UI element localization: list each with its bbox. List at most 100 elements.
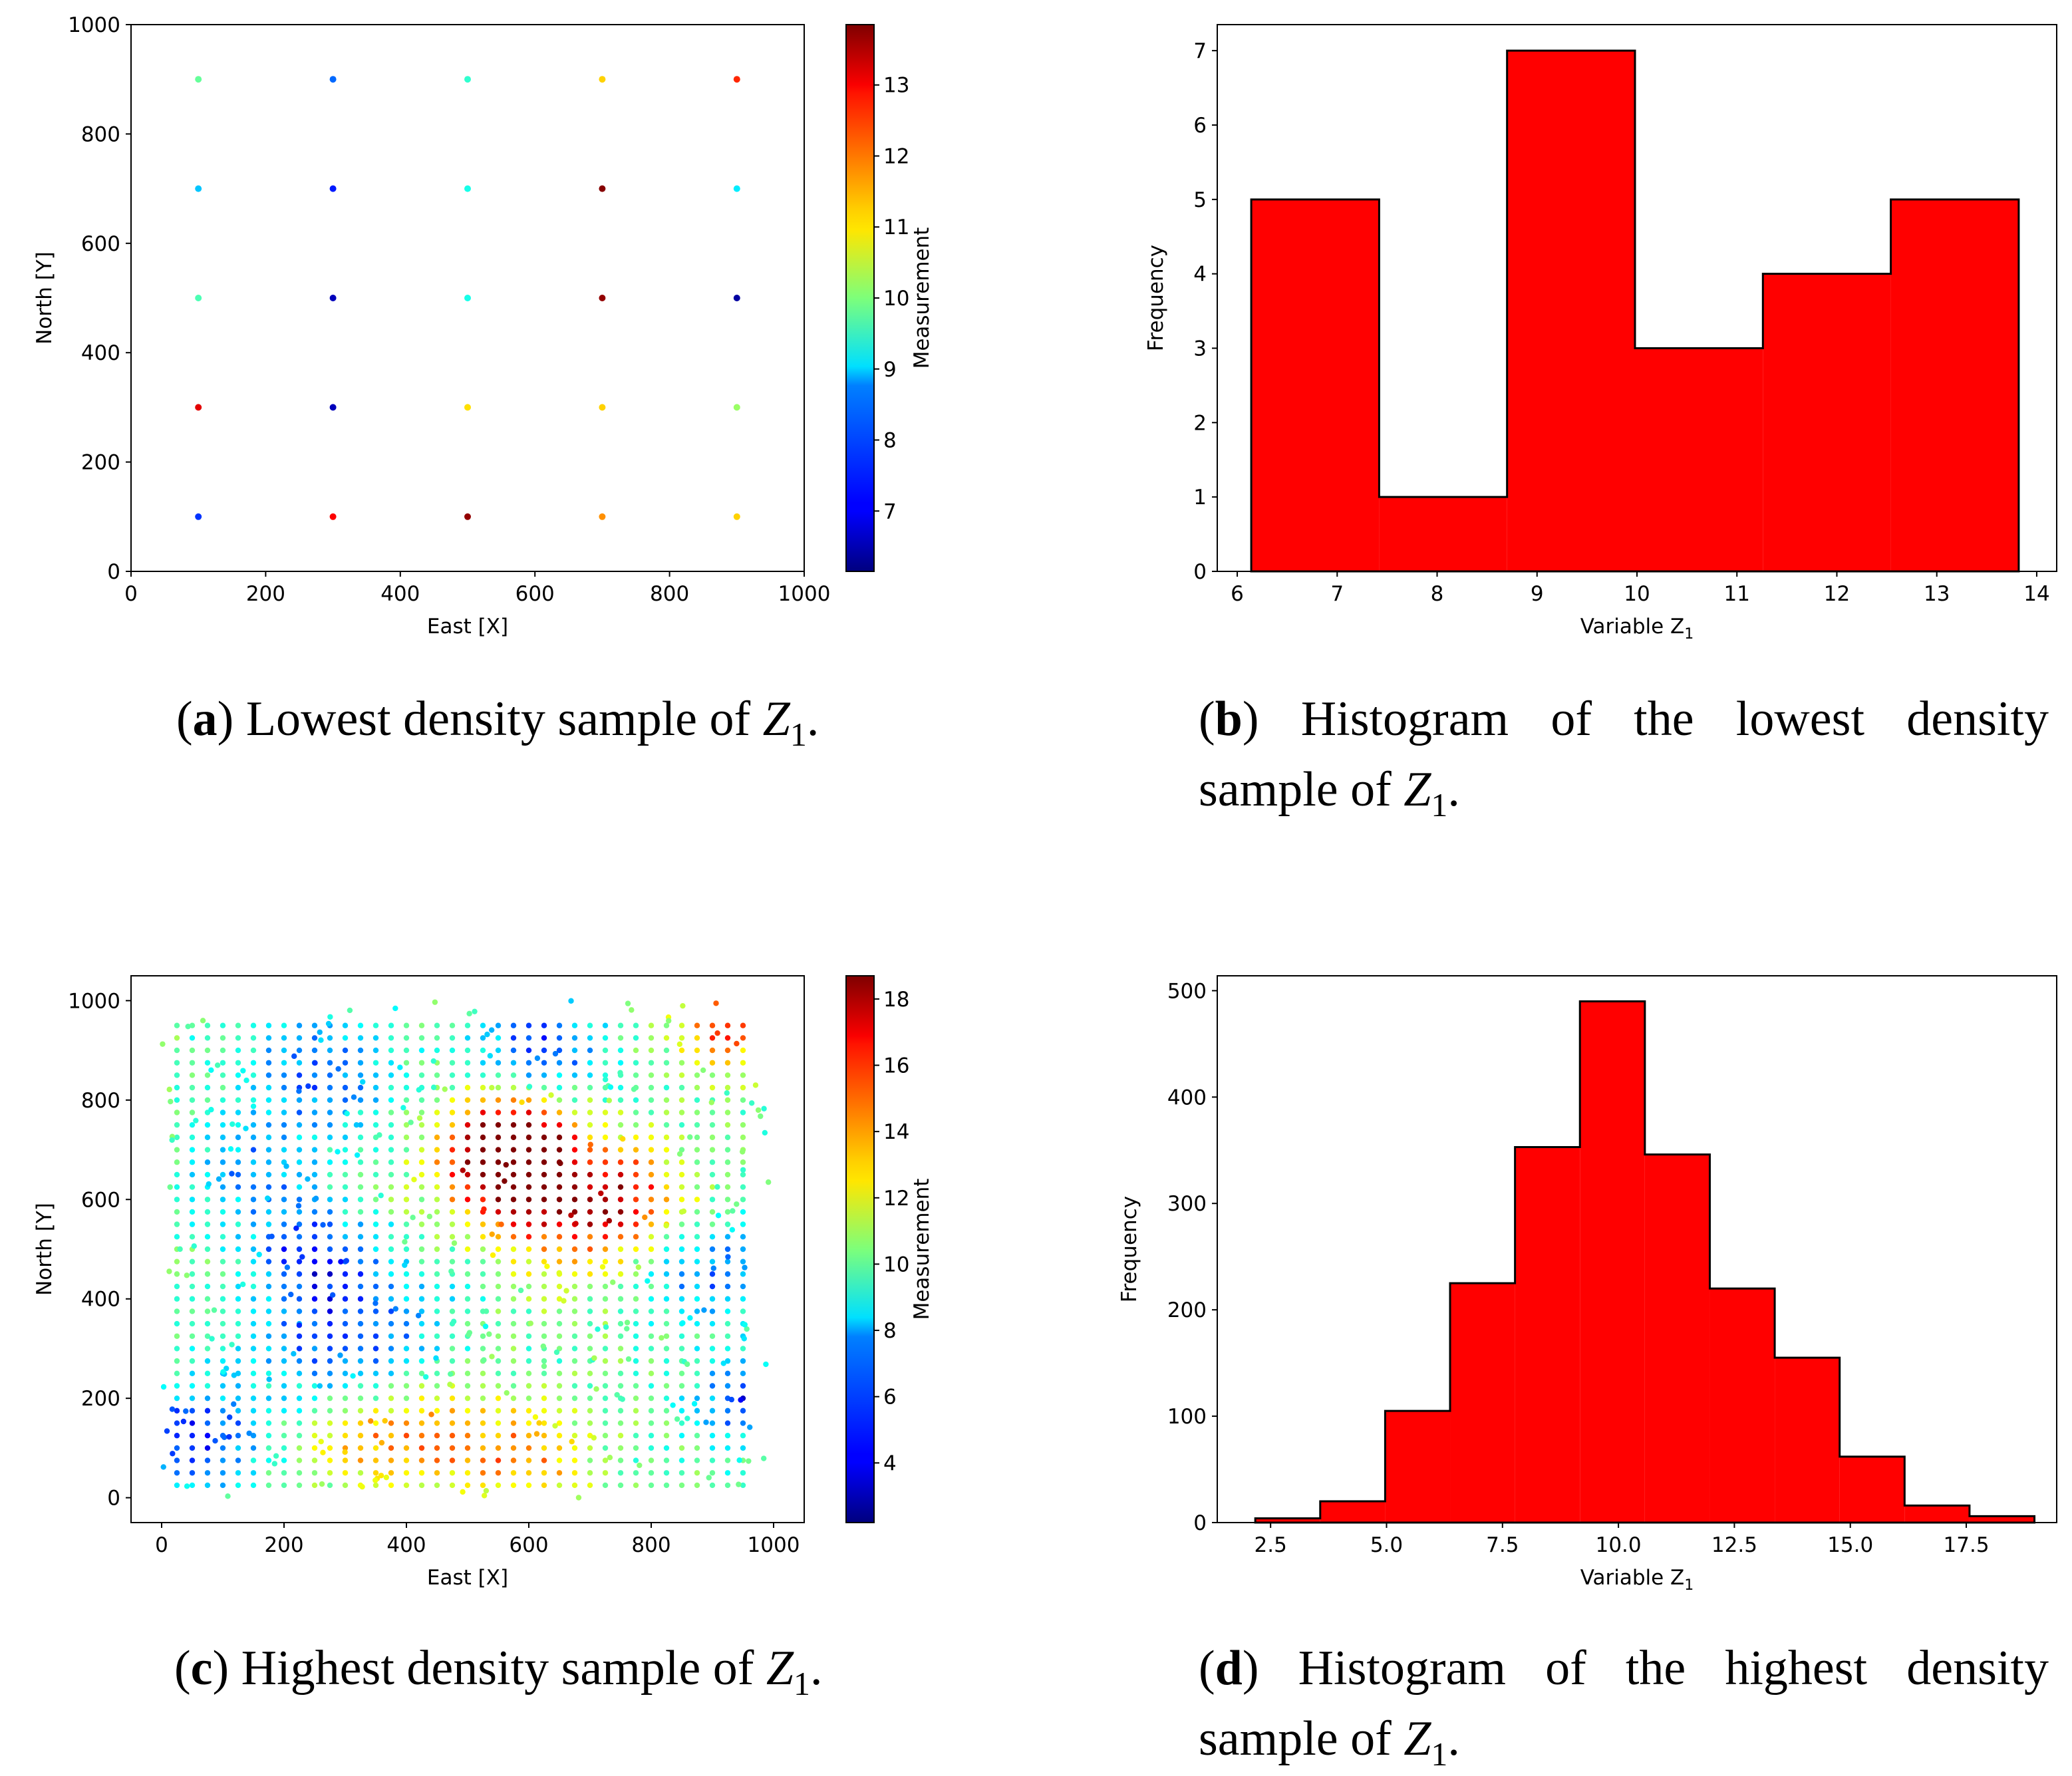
data-point — [709, 1308, 716, 1314]
data-point — [372, 1147, 379, 1153]
data-point — [724, 1346, 731, 1352]
data-point — [736, 1481, 742, 1487]
data-point — [449, 1407, 456, 1414]
data-point — [663, 1147, 670, 1153]
data-point — [587, 1084, 593, 1091]
x-tick-label: 9 — [1531, 582, 1544, 606]
data-point — [195, 76, 202, 83]
data-point — [265, 1258, 272, 1264]
data-point — [204, 1258, 211, 1264]
data-point — [633, 1221, 639, 1227]
data-point — [295, 1203, 302, 1209]
data-point — [606, 1098, 613, 1104]
data-point — [434, 1246, 440, 1253]
data-point — [510, 1308, 517, 1314]
data-point — [633, 1457, 639, 1463]
data-point — [495, 1171, 502, 1178]
caption-d-text2: sample of — [1199, 1711, 1404, 1766]
data-point — [541, 1320, 547, 1327]
y-axis-label: North [Y] — [33, 251, 57, 345]
data-point — [220, 1271, 226, 1277]
colorbar-tick-label: 6 — [883, 1386, 897, 1409]
data-point — [464, 1320, 471, 1327]
x-tick-label: 14 — [2023, 582, 2049, 606]
data-point — [327, 1320, 333, 1327]
data-point — [747, 1424, 753, 1430]
data-point — [495, 1482, 502, 1489]
data-point — [235, 1197, 241, 1203]
data-point — [342, 1159, 349, 1165]
histogram-bar — [1634, 348, 1763, 571]
histogram-bar — [1515, 1147, 1580, 1523]
data-point — [556, 1171, 563, 1178]
data-point — [629, 1007, 635, 1013]
data-point — [357, 1433, 364, 1439]
data-point — [183, 1408, 189, 1414]
y-tick-label: 1000 — [68, 13, 120, 37]
data-point — [265, 1308, 272, 1314]
data-point — [541, 1445, 547, 1451]
data-point — [694, 1060, 700, 1066]
data-point — [480, 1445, 486, 1451]
data-point — [480, 1022, 486, 1028]
data-point — [541, 1296, 547, 1302]
data-point — [510, 1407, 517, 1414]
data-point — [602, 1395, 609, 1402]
data-point — [449, 1445, 456, 1451]
data-point — [556, 1470, 563, 1476]
data-point — [495, 1308, 502, 1314]
data-point — [418, 1470, 425, 1476]
data-point — [220, 1395, 226, 1402]
y-tick-label: 500 — [1167, 979, 1207, 1003]
data-point — [372, 1457, 379, 1463]
data-point — [220, 1147, 226, 1153]
data-point — [403, 1445, 410, 1451]
data-point — [388, 1147, 394, 1153]
data-point — [448, 1268, 454, 1274]
data-point — [724, 1121, 731, 1128]
data-point — [281, 1246, 287, 1253]
data-point — [510, 1258, 517, 1264]
data-point — [204, 1209, 211, 1215]
data-point — [296, 1322, 303, 1328]
data-point — [296, 1482, 303, 1489]
data-point — [434, 1470, 440, 1476]
caption-a-text: Lowest density sample of — [245, 692, 763, 746]
data-point — [648, 1209, 655, 1215]
data-point — [541, 1363, 547, 1370]
x-axis-label: Variable Z1 — [1580, 1566, 1694, 1594]
data-point — [403, 1159, 410, 1165]
data-point — [208, 1067, 214, 1074]
data-point — [327, 1221, 333, 1227]
data-point — [403, 1482, 410, 1489]
data-point — [418, 1258, 425, 1264]
data-point — [602, 1308, 609, 1314]
data-point — [617, 1383, 624, 1389]
data-point — [648, 1333, 655, 1339]
data-point — [327, 1271, 333, 1277]
data-point — [250, 1103, 257, 1110]
data-point — [464, 1420, 471, 1426]
data-point — [204, 1134, 211, 1141]
data-point — [678, 1022, 685, 1028]
data-point — [633, 1022, 639, 1028]
data-point — [220, 1197, 226, 1203]
data-point — [663, 1346, 670, 1352]
data-point — [709, 1258, 716, 1264]
data-point — [510, 1246, 517, 1253]
data-point — [709, 1134, 716, 1141]
data-point — [694, 1407, 700, 1414]
data-point — [678, 1246, 685, 1253]
data-point — [602, 1060, 609, 1066]
data-point — [265, 1171, 272, 1178]
data-point — [663, 1457, 670, 1463]
data-point — [617, 1445, 624, 1451]
data-point — [311, 1047, 318, 1054]
x-axis-label: East [X] — [427, 615, 508, 639]
data-point — [311, 1209, 318, 1215]
data-point — [602, 1035, 609, 1041]
data-point — [449, 1420, 456, 1426]
data-point — [357, 1234, 364, 1240]
data-point — [510, 1134, 517, 1141]
data-point — [663, 1047, 670, 1054]
